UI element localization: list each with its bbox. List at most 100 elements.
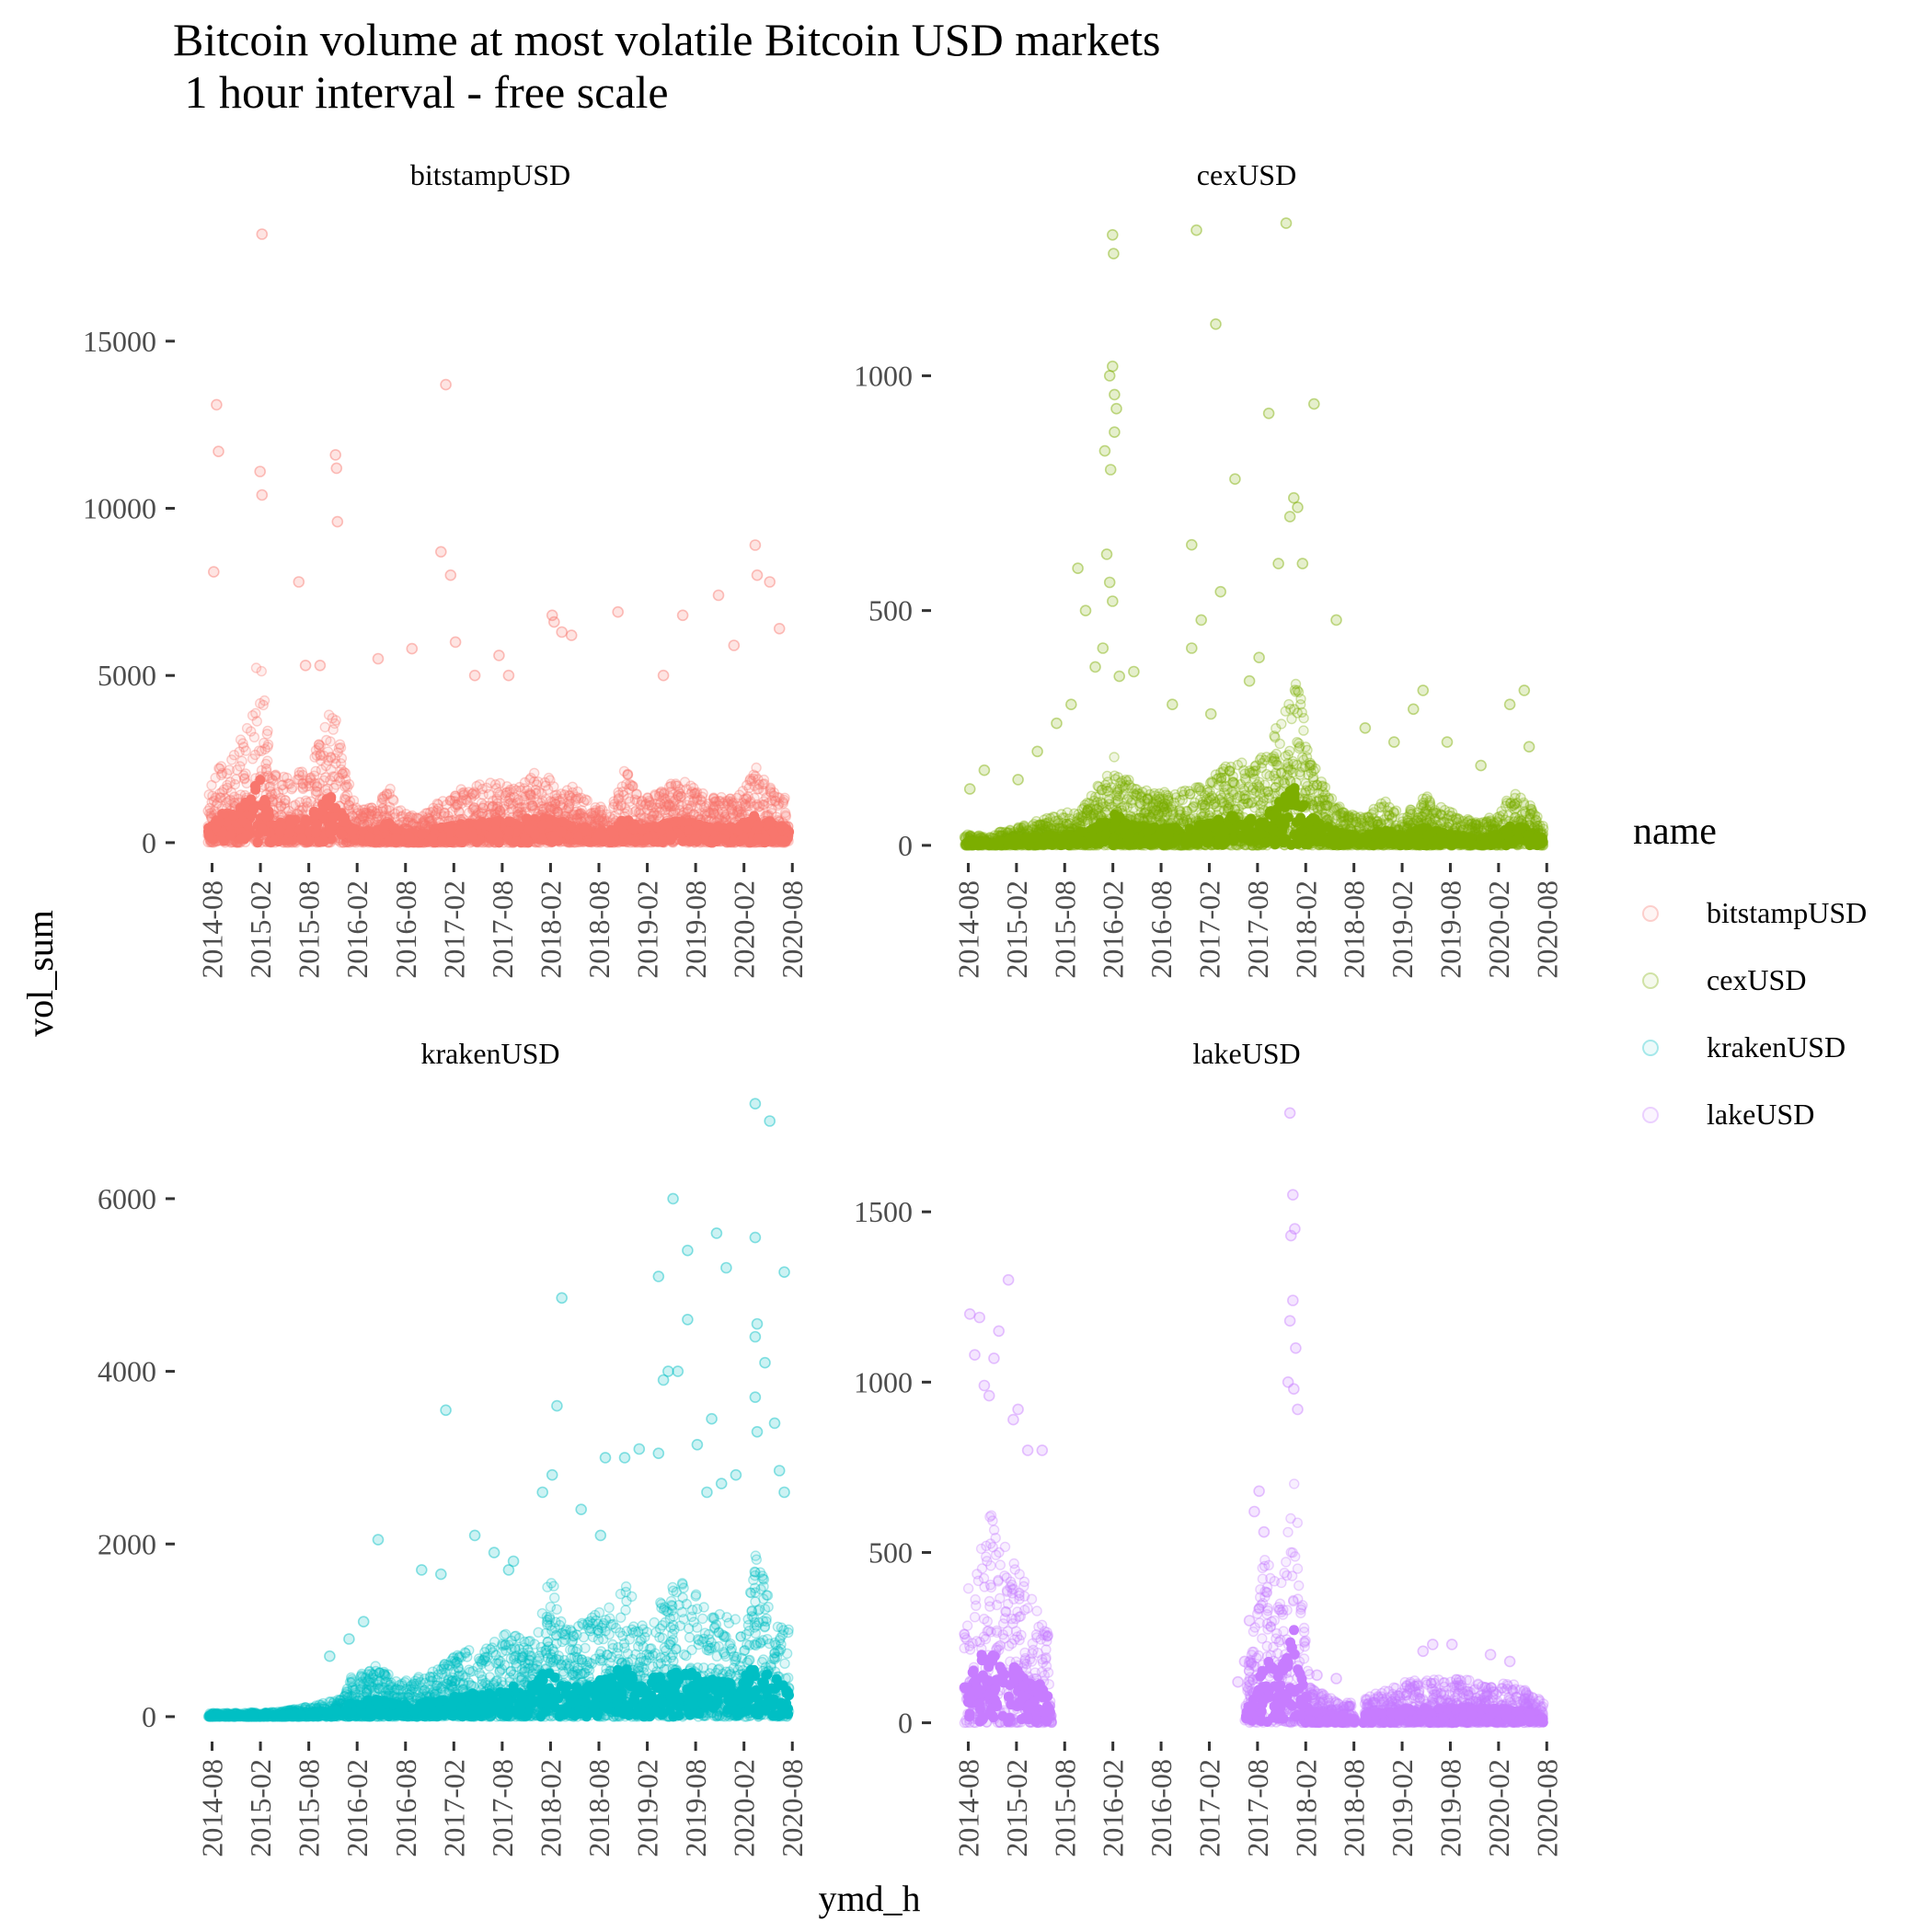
data-point (228, 750, 240, 761)
data-point (519, 783, 530, 794)
data-point (721, 809, 732, 820)
data-point (612, 800, 624, 811)
data-point (236, 833, 247, 844)
data-point (636, 796, 648, 808)
data-point (727, 808, 739, 819)
data-point (684, 825, 695, 835)
data-point (666, 800, 678, 812)
data-point (259, 737, 270, 749)
data-point (711, 836, 722, 846)
data-point (313, 739, 325, 751)
data-point (203, 830, 214, 841)
data-point (294, 823, 305, 834)
data-point (270, 770, 281, 781)
data-point (537, 820, 548, 831)
data-point (316, 754, 327, 766)
data-point (422, 811, 433, 822)
data-point (468, 787, 479, 798)
chart-title-line-1: Bitcoin volume at most volatile Bitcoin … (173, 14, 1161, 65)
data-point (264, 781, 275, 792)
data-point (207, 790, 218, 801)
data-point (626, 779, 637, 791)
data-point (261, 811, 271, 822)
data-point (710, 796, 721, 807)
data-point (737, 786, 749, 797)
data-point (397, 811, 408, 822)
data-point (466, 792, 477, 803)
data-point (545, 796, 556, 807)
data-point (666, 830, 677, 841)
data-point (672, 780, 684, 791)
data-point (278, 784, 289, 795)
data-point (585, 808, 597, 820)
data-point (262, 725, 273, 737)
data-point (485, 777, 496, 788)
x-tick-label: 2020-08 (776, 880, 809, 979)
data-point (238, 770, 249, 781)
data-point (772, 791, 783, 803)
data-point (613, 794, 624, 805)
data-point (325, 736, 336, 747)
data-point (325, 752, 337, 763)
data-point (726, 803, 737, 814)
data-point (765, 782, 776, 793)
data-point (523, 823, 535, 834)
data-point (377, 802, 388, 813)
data-point (214, 788, 225, 799)
data-point (676, 800, 687, 811)
data-point (248, 731, 260, 742)
data-point (761, 792, 772, 803)
data-point (723, 799, 734, 811)
data-point (328, 724, 339, 735)
data-point (719, 811, 730, 823)
data-point (225, 830, 236, 841)
data-point (355, 809, 366, 820)
data-point (525, 794, 536, 806)
data-point (725, 793, 736, 804)
data-point (236, 755, 247, 766)
data-point (384, 788, 395, 799)
data-point (599, 813, 610, 825)
data-point (751, 762, 762, 774)
data-point (444, 795, 455, 806)
data-point (749, 792, 760, 804)
data-point (635, 805, 646, 816)
data-point (693, 809, 705, 820)
data-point (599, 815, 610, 827)
data-point (274, 826, 285, 837)
data-point (545, 803, 556, 814)
data-point (766, 795, 777, 806)
data-point (257, 823, 268, 834)
data-point-outlier (293, 576, 305, 588)
data-point (608, 796, 619, 807)
data-point-outlier (213, 445, 224, 458)
data-point (675, 791, 687, 802)
data-point (302, 801, 313, 812)
data-point (379, 790, 390, 802)
data-point (378, 822, 389, 833)
data-point (494, 777, 506, 789)
data-point (376, 793, 388, 804)
data-point (405, 811, 416, 822)
data-point (688, 809, 699, 820)
data-point (355, 817, 366, 828)
data-point (215, 761, 227, 772)
data-point (428, 802, 439, 813)
data-point (250, 662, 262, 673)
data-point (627, 780, 638, 791)
data-point (326, 764, 337, 776)
data-point (491, 793, 502, 804)
data-point (533, 776, 544, 788)
data-point (543, 772, 555, 784)
data-point (551, 789, 562, 800)
data-point (556, 788, 567, 799)
data-point (332, 747, 343, 758)
x-tick-label: 2017-02 (437, 880, 470, 979)
data-point (467, 804, 478, 815)
data-point (293, 770, 305, 781)
data-point (396, 805, 407, 816)
data-point (689, 834, 700, 845)
data-point-outlier (751, 569, 764, 581)
data-point (650, 789, 661, 800)
data-point-outlier (256, 228, 269, 240)
